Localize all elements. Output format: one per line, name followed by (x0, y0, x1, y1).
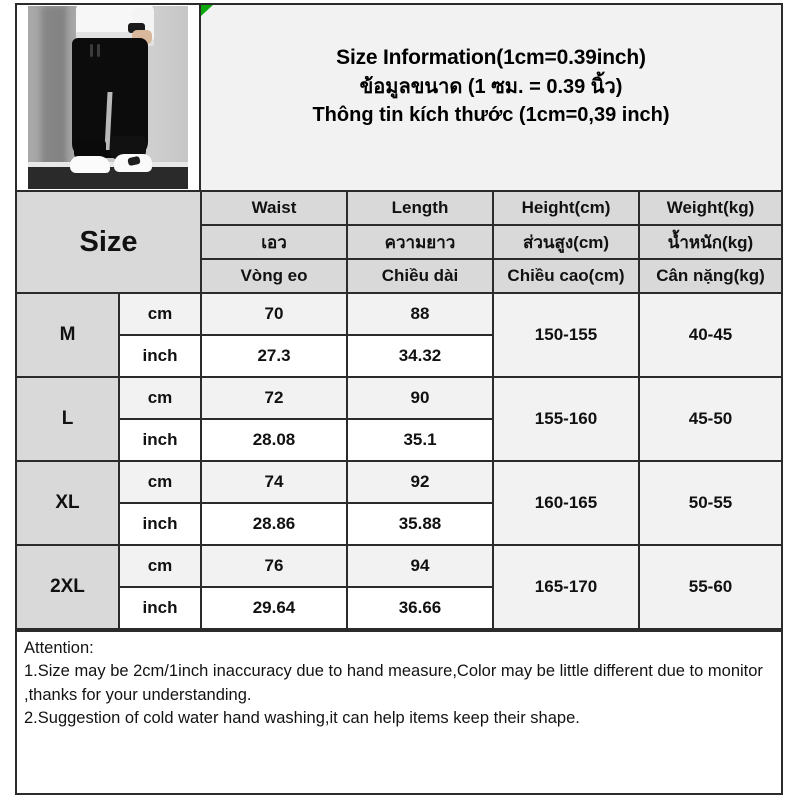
table-row: inch 28.86 35.88 (17, 502, 781, 546)
row-unit-inch: inch (118, 502, 202, 546)
attention-note-1: 1.Size may be 2cm/1inch inaccuracy due t… (24, 662, 763, 704)
row-length-inch: 35.88 (346, 502, 494, 546)
row-height: 155-160 (492, 376, 640, 462)
table-row: XL cm 74 92 160-165 50-55 (17, 460, 781, 546)
table-row: L cm 72 90 155-160 45-50 (17, 376, 781, 462)
row-waist-inch: 28.86 (200, 502, 348, 546)
header-waist-en: Waist (200, 190, 348, 226)
row-size-label: M (17, 292, 120, 378)
size-table: Size Waist Length Height(cm) Weight(kg) … (17, 190, 781, 630)
table-row: inch 29.64 36.66 (17, 586, 781, 630)
row-length-cm: 94 (346, 544, 494, 588)
row-waist-cm: 70 (200, 292, 348, 336)
table-row: inch 28.08 35.1 (17, 418, 781, 462)
chart-frame: Size Information(1cm=0.39inch) ข้อมูลขนา… (15, 3, 783, 795)
header-weight-en: Weight(kg) (638, 190, 781, 226)
row-unit-cm: cm (118, 544, 202, 588)
sneaker-left (70, 156, 110, 173)
header-height-th: ส่วนสูง(cm) (492, 224, 640, 260)
photo-floor (28, 167, 188, 189)
title-vietnamese: Thông tin kích thước (1cm=0,39 inch) (312, 104, 670, 127)
row-waist-cm: 74 (200, 460, 348, 504)
row-size-label: L (17, 376, 120, 462)
header-waist-th: เอว (200, 224, 348, 260)
attention-block: Attention: 1.Size may be 2cm/1inch inacc… (17, 630, 781, 793)
row-weight: 40-45 (638, 292, 781, 378)
row-length-inch: 35.1 (346, 418, 494, 462)
header-size-label: Size (17, 190, 202, 294)
row-unit-cm: cm (118, 460, 202, 504)
pants-drawstring-right (97, 44, 100, 57)
table-header-row-th: เอว ความยาว ส่วนสูง(cm) น้ำหนัก(kg) (17, 224, 781, 260)
header-length-vi: Chiều dài (346, 258, 494, 294)
photo-wall-shadow (40, 6, 67, 168)
row-unit-cm: cm (118, 376, 202, 420)
title-english: Size Information(1cm=0.39inch) (336, 46, 646, 69)
row-size-label: 2XL (17, 544, 120, 630)
row-height: 150-155 (492, 292, 640, 378)
table-row: inch 27.3 34.32 (17, 334, 781, 378)
row-waist-cm: 76 (200, 544, 348, 588)
table-row: M cm 70 88 150-155 40-45 (17, 292, 781, 378)
header-band: Size Information(1cm=0.39inch) ข้อมูลขนา… (17, 5, 781, 190)
product-photo (28, 6, 188, 189)
row-length-inch: 34.32 (346, 334, 494, 378)
attention-heading: Attention: (24, 639, 94, 657)
header-waist-vi: Vòng eo (200, 258, 348, 294)
row-waist-cm: 72 (200, 376, 348, 420)
pants-cuff-left (74, 140, 106, 160)
header-length-en: Length (346, 190, 494, 226)
row-length-inch: 36.66 (346, 586, 494, 630)
table-header-row-vi: Vòng eo Chiều dài Chiều cao(cm) Cân nặng… (17, 258, 781, 294)
header-length-th: ความยาว (346, 224, 494, 260)
header-height-vi: Chiều cao(cm) (492, 258, 640, 294)
header-height-en: Height(cm) (492, 190, 640, 226)
row-weight: 50-55 (638, 460, 781, 546)
row-height: 160-165 (492, 460, 640, 546)
row-unit-cm: cm (118, 292, 202, 336)
product-photo-cell (17, 5, 201, 190)
row-length-cm: 90 (346, 376, 494, 420)
row-size-label: XL (17, 460, 120, 546)
header-weight-th: น้ำหนัก(kg) (638, 224, 781, 260)
row-weight: 55-60 (638, 544, 781, 630)
header-weight-vi: Cân nặng(kg) (638, 258, 781, 294)
row-waist-inch: 29.64 (200, 586, 348, 630)
title-block: Size Information(1cm=0.39inch) ข้อมูลขนา… (201, 5, 781, 190)
attention-note-2: 2.Suggestion of cold water hand washing,… (24, 709, 580, 728)
title-thai: ข้อมูลขนาด (1 ซม. = 0.39 นิ้ว) (359, 75, 623, 98)
table-header-row-en: Size Waist Length Height(cm) Weight(kg) (17, 190, 781, 294)
table-row: 2XL cm 76 94 165-170 55-60 (17, 544, 781, 630)
model-watch (128, 23, 145, 33)
row-waist-inch: 27.3 (200, 334, 348, 378)
row-unit-inch: inch (118, 334, 202, 378)
row-length-cm: 88 (346, 292, 494, 336)
row-weight: 45-50 (638, 376, 781, 462)
row-unit-inch: inch (118, 418, 202, 462)
pants-drawstring-left (90, 44, 93, 57)
row-unit-inch: inch (118, 586, 202, 630)
row-height: 165-170 (492, 544, 640, 630)
green-corner-flag-icon (201, 5, 213, 16)
row-waist-inch: 28.08 (200, 418, 348, 462)
row-length-cm: 92 (346, 460, 494, 504)
